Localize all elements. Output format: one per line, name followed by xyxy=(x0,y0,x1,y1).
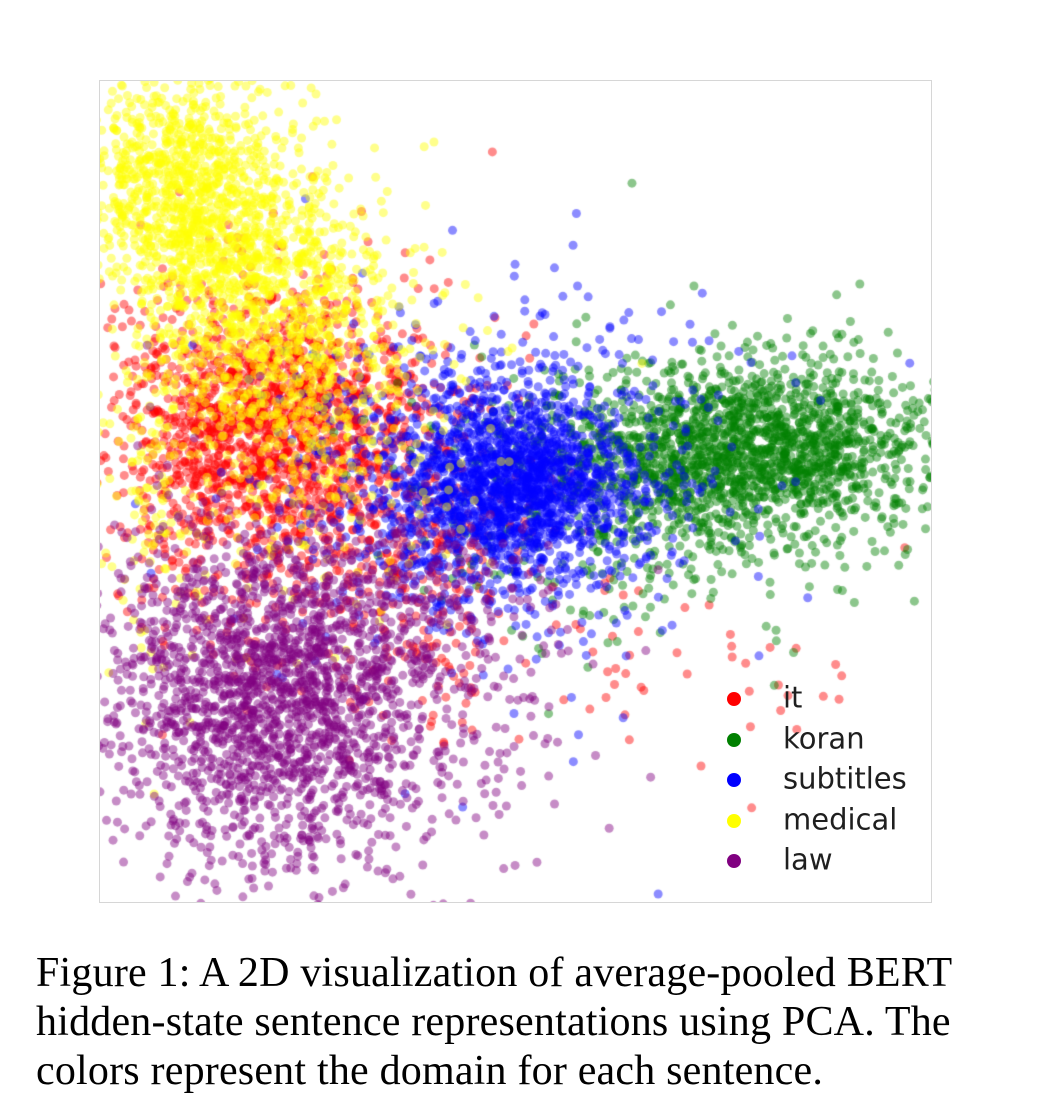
caption-line-2: hidden-state sentence representations us… xyxy=(36,999,951,1045)
figure-caption: Figure 1: A 2D visualization of average-… xyxy=(36,949,952,1096)
caption-line-3: colors represent the domain for each sen… xyxy=(36,1048,824,1094)
caption-line-1: Figure 1: A 2D visualization of average-… xyxy=(36,950,953,996)
scatter-plot-canvas xyxy=(100,81,931,902)
plot-area: it koran subtitles medical law xyxy=(99,80,932,903)
